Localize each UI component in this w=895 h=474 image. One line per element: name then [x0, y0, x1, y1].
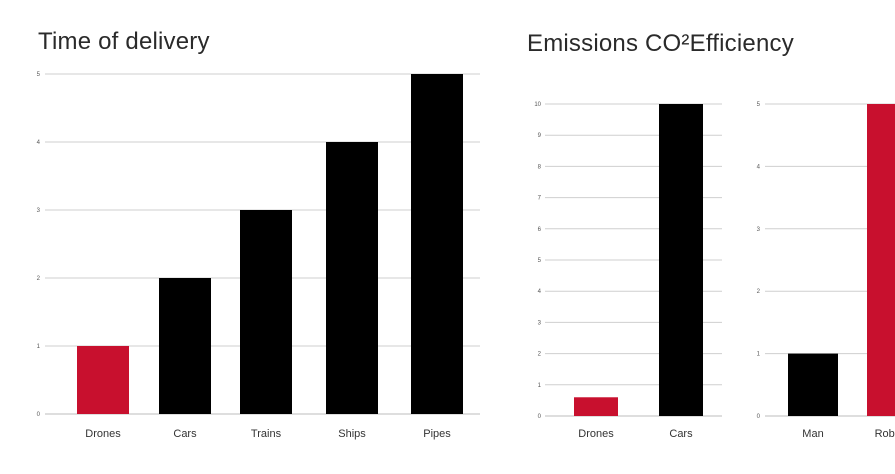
x-category-label: Cars [173, 428, 197, 440]
y-tick-label: 4 [538, 289, 542, 295]
y-tick-label: 5 [757, 102, 761, 108]
x-category-label: Trains [251, 428, 282, 440]
x-category-label: Drones [578, 428, 614, 440]
x-category-label: Pipes [423, 428, 451, 440]
bar-trains [240, 210, 292, 414]
y-tick-label: 6 [538, 227, 542, 233]
y-tick-label: 3 [757, 227, 761, 233]
y-tick-label: 8 [538, 164, 542, 170]
y-tick-label: 2 [757, 289, 761, 295]
y-tick-label: 1 [538, 383, 542, 389]
x-category-label: Man [802, 428, 823, 440]
x-category-label: Cars [669, 428, 693, 440]
bar-cars [659, 104, 703, 416]
y-tick-label: 0 [538, 414, 542, 420]
chart-title-emissions: Emissions CO²Efficiency [527, 30, 794, 57]
y-tick-label: 4 [757, 164, 761, 170]
y-tick-label: 2 [538, 352, 542, 358]
x-category-label: Drones [85, 428, 121, 440]
y-tick-label: 1 [757, 352, 761, 358]
y-tick-label: 3 [37, 208, 41, 214]
bar-pipes [411, 74, 463, 414]
bar-cars [159, 278, 211, 414]
y-tick-label: 1 [37, 344, 41, 350]
y-tick-label: 0 [757, 414, 761, 420]
y-tick-label: 10 [534, 102, 541, 108]
bar-man [788, 353, 838, 416]
bar-robots [867, 104, 895, 416]
y-tick-label: 5 [538, 258, 542, 264]
y-tick-label: 7 [538, 196, 542, 202]
bar-drones [574, 397, 618, 416]
x-category-label: Robots [875, 428, 895, 440]
chart-title-delivery: Time of delivery [38, 28, 210, 55]
y-tick-label: 2 [37, 276, 41, 282]
y-tick-label: 5 [37, 72, 41, 78]
bar-ships [326, 142, 378, 414]
x-category-label: Ships [338, 428, 366, 440]
y-tick-label: 4 [37, 140, 41, 146]
bar-drones [77, 346, 129, 414]
y-tick-label: 3 [538, 320, 542, 326]
y-tick-label: 0 [37, 412, 41, 418]
y-tick-label: 9 [538, 133, 542, 139]
